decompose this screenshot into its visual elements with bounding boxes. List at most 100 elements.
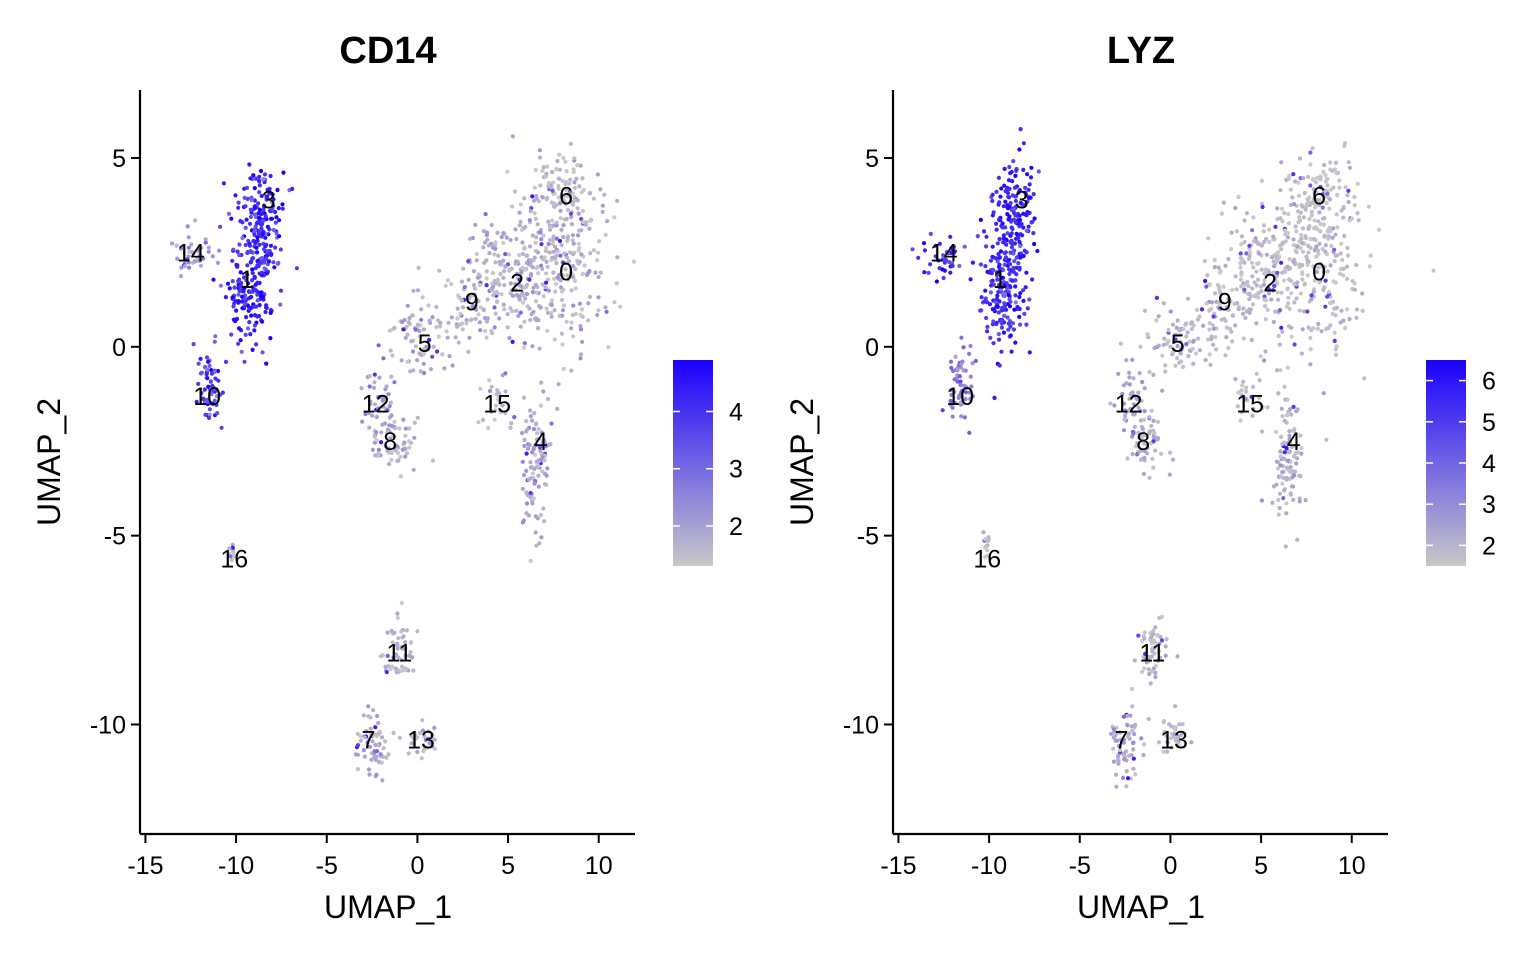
cell-point-cluster-0 <box>578 352 584 357</box>
cell-point-cluster-8 <box>1142 448 1147 453</box>
cell-point-cluster-0 <box>533 167 538 173</box>
cell-point-cluster-3 <box>1007 195 1012 200</box>
cell-point-cluster-15 <box>492 417 497 422</box>
cell-point-cluster-1 <box>223 295 228 300</box>
cell-point-cluster-1 <box>252 274 257 279</box>
cell-point-cluster-1 <box>262 258 267 263</box>
cell-point-cluster-15 <box>489 409 494 414</box>
cell-point-cluster-7 <box>1141 742 1147 747</box>
cell-point-cluster-14 <box>190 250 195 255</box>
cell-point-cluster-2 <box>1279 290 1284 295</box>
cluster-label-14: 14 <box>930 239 958 267</box>
cell-point-cluster-0 <box>1300 226 1305 231</box>
cell-point-cluster-4 <box>1278 474 1283 479</box>
x-tick-label: -5 <box>1069 852 1091 880</box>
cell-point-cluster-12 <box>371 385 376 390</box>
cell-point-cluster-0 <box>533 317 538 322</box>
cell-point-cluster-2 <box>1300 272 1305 277</box>
cell-point-cluster-2 <box>1279 260 1284 265</box>
cell-point-cluster-6 <box>1307 195 1312 200</box>
cell-point-cluster-1 <box>243 301 248 306</box>
cell-point-cluster-5 <box>415 322 421 327</box>
cell-point-cluster-15 <box>478 386 483 391</box>
cell-point-cluster-0 <box>540 266 545 271</box>
cell-point-cluster-14 <box>186 245 191 250</box>
cell-point-cluster-1 <box>1010 242 1015 247</box>
cell-point-cluster-9 <box>1208 362 1213 367</box>
cell-point-cluster-4 <box>1297 499 1302 504</box>
cell-point-cluster-2 <box>1255 261 1260 266</box>
cell-point-cluster-0 <box>1343 185 1348 190</box>
cell-point-cluster-5 <box>1156 314 1161 319</box>
cell-point-cluster-3 <box>1006 178 1012 183</box>
cell-point-cluster-2 <box>536 318 541 323</box>
cell-point-cluster-0 <box>537 346 542 351</box>
cluster-label-6: 6 <box>559 183 573 211</box>
cell-point-cluster-8 <box>1155 436 1161 441</box>
cell-point-cluster-3 <box>274 231 279 236</box>
cell-point-cluster-1 <box>249 313 254 318</box>
cell-point-cluster-4 <box>545 397 551 402</box>
cell-point-cluster-8 <box>1153 448 1158 453</box>
cell-point-cluster-3 <box>1010 226 1015 232</box>
cell-point-cluster-11 <box>399 668 405 673</box>
cell-point-cluster-5 <box>1168 344 1173 349</box>
cell-point-cluster-11 <box>399 600 404 606</box>
cell-point-cluster-2 <box>1242 239 1247 245</box>
cell-point-cluster-4 <box>530 418 535 423</box>
cell-point-cluster-8 <box>1147 415 1152 420</box>
cell-point-cluster-6 <box>1307 216 1312 222</box>
cell-point-cluster-8 <box>1150 456 1155 461</box>
cell-point-cluster-7 <box>1139 736 1144 741</box>
lyz-y-ticks: -10-505 <box>843 145 893 739</box>
cell-point-cluster-2 <box>1291 259 1296 264</box>
cell-point-cluster-7 <box>1130 728 1135 733</box>
cell-point-cluster-1 <box>272 265 277 270</box>
cell-point-cluster-2 <box>516 295 521 300</box>
cell-point-cluster-0 <box>1314 244 1319 249</box>
cell-point-cluster-6 <box>538 183 543 188</box>
cell-point-cluster-10 <box>199 390 204 396</box>
cell-point-cluster-2 <box>533 216 538 221</box>
cell-point-cluster-4 <box>1287 429 1292 434</box>
cell-point-cluster-11 <box>385 630 390 635</box>
cell-point-cluster-2 <box>1285 287 1290 292</box>
cell-point-cluster-2 <box>517 253 522 258</box>
cell-point-cluster-4 <box>538 457 544 462</box>
cell-point-cluster-2 <box>1262 278 1267 283</box>
cell-point-cluster-7 <box>379 760 384 765</box>
cell-point-cluster-9 <box>1224 335 1229 340</box>
cell-point-cluster-1 <box>259 211 265 216</box>
cell-point-cluster-2 <box>1285 264 1290 269</box>
cell-point-cluster-0 <box>553 289 558 294</box>
cell-point-cluster-8 <box>372 434 377 439</box>
cell-point-cluster-8 <box>1170 457 1176 462</box>
cell-point-cluster-2 <box>1267 227 1272 232</box>
cell-point-cluster-0 <box>1339 241 1344 246</box>
cell-point-cluster-0 <box>580 176 585 181</box>
cell-point-cluster-2 <box>1262 294 1267 299</box>
cell-point-cluster-6 <box>532 185 537 190</box>
cell-point-cluster-5 <box>1170 322 1176 327</box>
cell-point-cluster-4 <box>532 481 537 486</box>
cell-point-cluster-3 <box>276 260 281 266</box>
cell-point-cluster-0 <box>1279 247 1284 252</box>
cell-point-cluster-6 <box>581 187 586 192</box>
cell-point-cluster-0 <box>1311 326 1316 331</box>
cd14-legend-ticks: 234 <box>673 399 743 541</box>
cell-point-cluster-0 <box>578 356 583 361</box>
cell-point-cluster-9 <box>468 318 474 323</box>
cell-point-cluster-0 <box>1354 315 1359 320</box>
cell-point-cluster-1 <box>985 329 990 334</box>
cell-point-cluster-1 <box>1007 267 1012 272</box>
cell-point-cluster-0 <box>546 219 551 224</box>
cell-point-cluster-3 <box>255 238 260 243</box>
cell-point-cluster-2 <box>514 236 519 242</box>
cell-point-cluster-1 <box>255 298 260 303</box>
cell-point-cluster-14 <box>179 265 184 270</box>
cell-point-cluster-0 <box>532 211 537 216</box>
cell-point-cluster-0 <box>1338 267 1344 272</box>
cell-point-cluster-2 <box>1272 283 1277 288</box>
cell-point-cluster-6 <box>587 191 592 196</box>
